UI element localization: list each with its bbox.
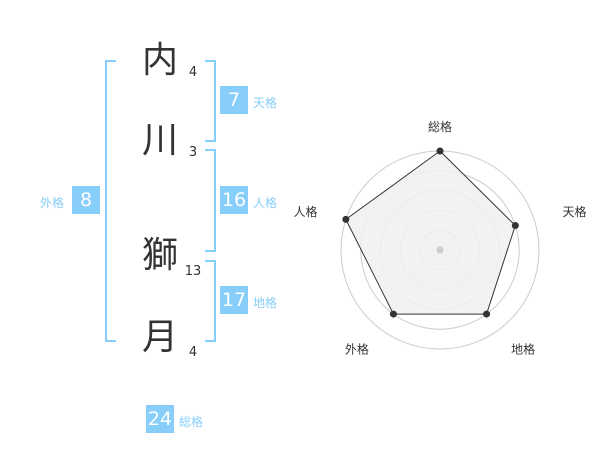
jinkaku-value: 16: [220, 186, 248, 214]
chikaku-bracket: [205, 260, 216, 342]
name-char: 川: [141, 120, 178, 161]
jinkaku-label: 人格: [253, 196, 278, 210]
stroke-count: 4: [188, 345, 198, 360]
radar-axis-label: 天格: [563, 204, 587, 219]
radar-axis-label: 人格: [293, 204, 317, 219]
gaikaku-value: 8: [72, 186, 100, 214]
stroke-count: 4: [188, 65, 198, 80]
radar-point: [511, 222, 519, 230]
radar-point: [342, 215, 350, 223]
chikaku-label: 地格: [253, 296, 278, 310]
jinkaku-bracket: [205, 149, 216, 252]
radar-center: [436, 246, 444, 254]
soukaku-value: 24: [146, 405, 174, 433]
chikaku-value: 17: [220, 286, 248, 314]
soukaku-label: 総格: [179, 415, 204, 429]
tenkaku-value: 7: [220, 86, 248, 114]
name-char: 月: [141, 317, 178, 358]
radar-point: [436, 147, 444, 155]
name-char: 内: [141, 40, 178, 81]
radar-axis-label: 外格: [345, 342, 369, 357]
radar-area: [345, 150, 516, 315]
tenkaku-bracket: [205, 60, 216, 142]
radar-axis-label: 地格: [511, 342, 535, 357]
stroke-count: 3: [188, 145, 198, 160]
gaikaku-label: 外格: [40, 196, 65, 210]
stroke-count: 13: [184, 264, 202, 279]
radar-axis-label: 総格: [428, 119, 452, 134]
gaikaku-bracket: [105, 60, 116, 342]
radar-point: [389, 310, 397, 318]
name-char: 獅: [141, 235, 178, 276]
radar-point: [483, 310, 491, 318]
tenkaku-label: 天格: [253, 96, 278, 110]
